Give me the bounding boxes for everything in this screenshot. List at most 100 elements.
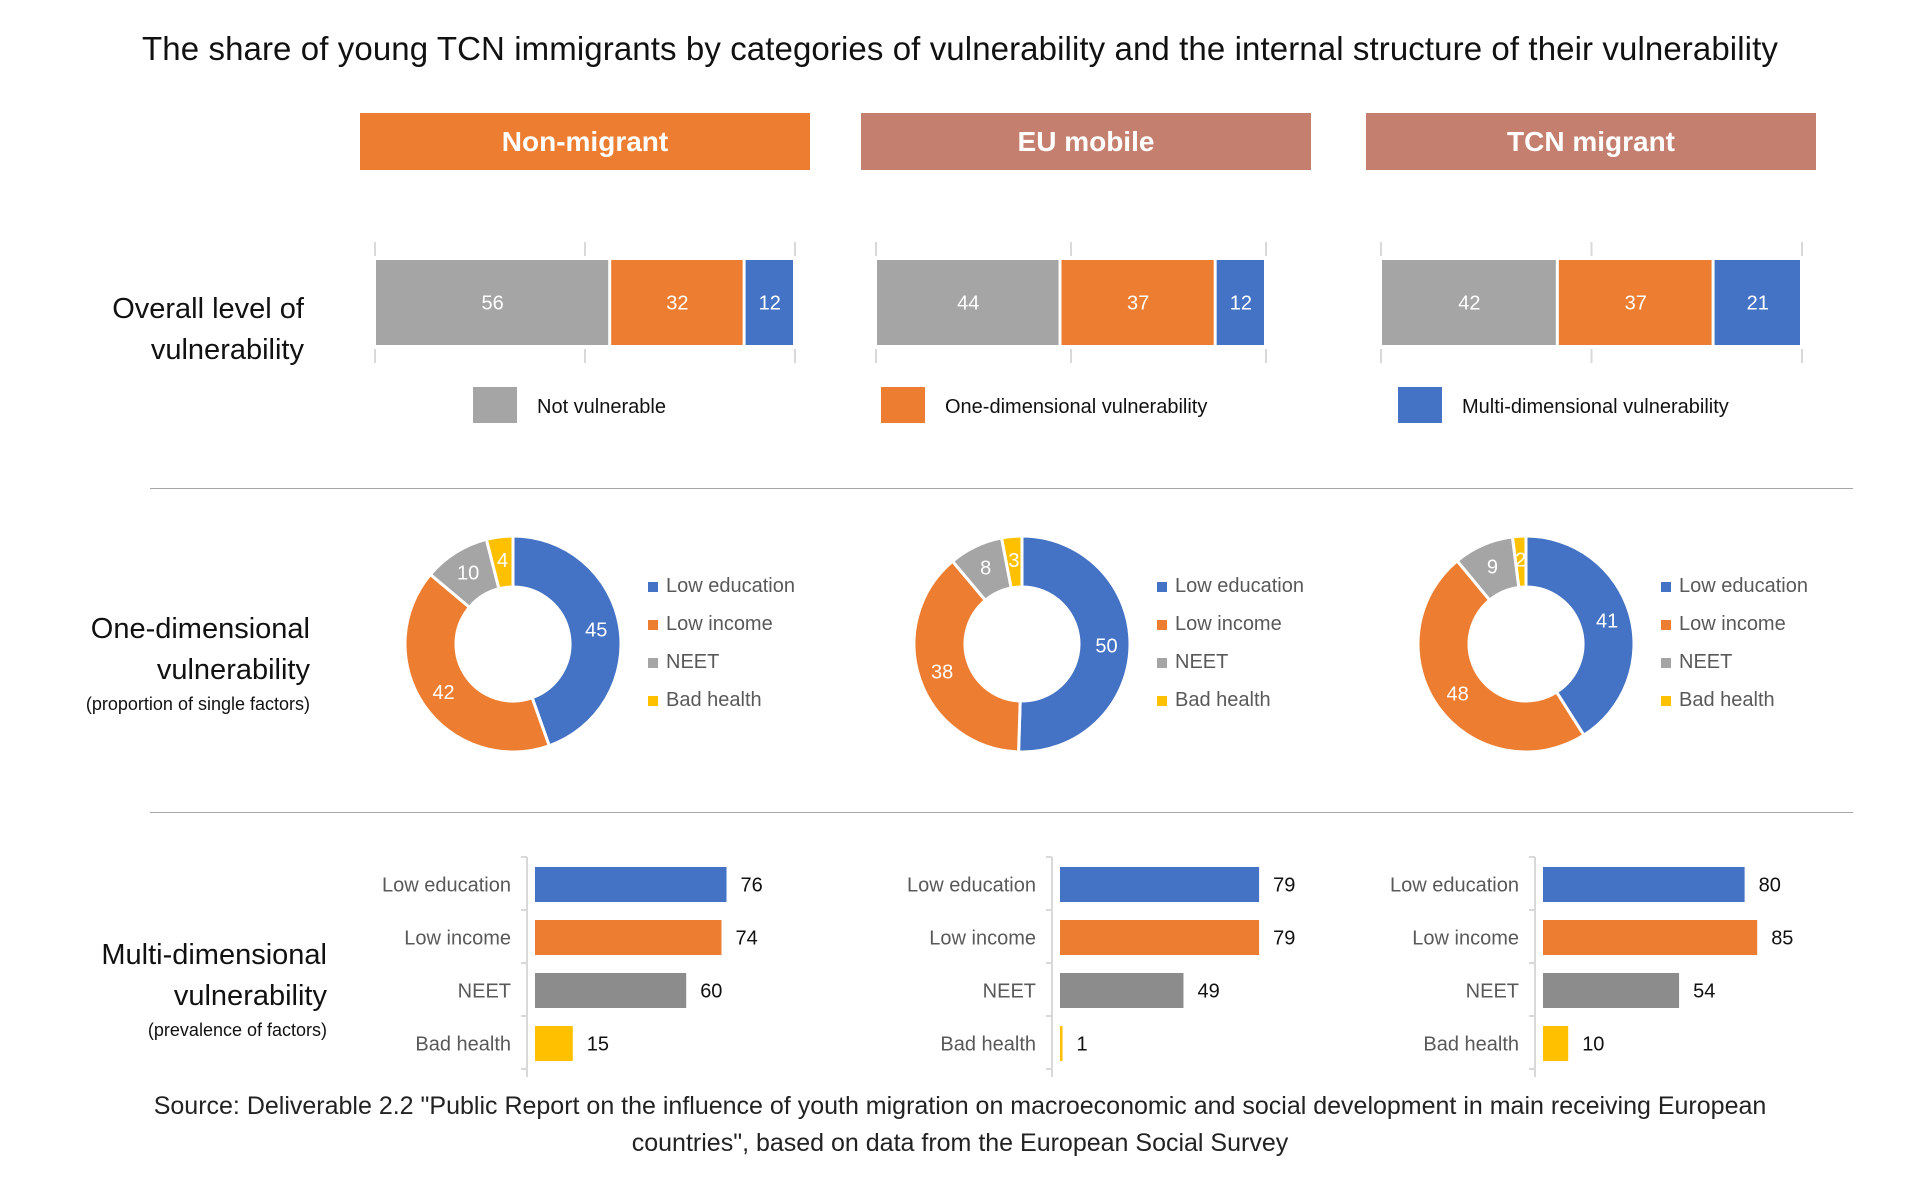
stacked-bar-label: 32 bbox=[666, 293, 688, 315]
bar-category-label-neet: NEET bbox=[1466, 981, 1519, 1003]
stacked-bar-tcn-migrant-one-dimensional-vulnerability bbox=[1558, 260, 1712, 345]
donut-slice-eu-mobile-low-income bbox=[912, 559, 1022, 754]
donut-slice-non-migrant-low-education bbox=[511, 534, 623, 748]
bar-category-label-low-income: Low income bbox=[929, 928, 1036, 950]
bar-tcn-migrant-neet bbox=[1543, 973, 1680, 1008]
bar-category-label-bad-health: Bad health bbox=[1423, 1034, 1519, 1056]
donut-legend-label-neet: NEET bbox=[1679, 651, 1732, 673]
donut-legend-swatch-low-income bbox=[1661, 620, 1671, 630]
bar-value-label: 15 bbox=[587, 1034, 609, 1056]
source-line-1: Source: Deliverable 2.2 "Public Report o… bbox=[153, 1092, 1767, 1120]
divider-top bbox=[150, 488, 1853, 489]
donut-data-label: 50 bbox=[1095, 635, 1117, 657]
bar-category-label-bad-health: Bad health bbox=[940, 1034, 1036, 1056]
bar-category-label-low-education: Low education bbox=[382, 875, 511, 897]
donut-legend-label-bad-health: Bad health bbox=[1175, 689, 1271, 711]
donut-slice-tcn-migrant-bad-health bbox=[1510, 534, 1528, 590]
stacked-bar-non-migrant-multi-dimensional-vulnerability bbox=[745, 260, 793, 345]
row-label-one-dim-line2: vulnerability bbox=[156, 654, 310, 686]
donut-legend-swatch-bad-health bbox=[648, 696, 658, 706]
donut-legend-label-neet: NEET bbox=[1175, 651, 1228, 673]
bar-category-label-neet: NEET bbox=[458, 981, 511, 1003]
row-label-multi-dim-line2: vulnerability bbox=[173, 980, 327, 1012]
row-label-multi-dim-line1: Multi-dimensional bbox=[101, 939, 327, 971]
bar-category-label-bad-health: Bad health bbox=[415, 1034, 511, 1056]
donut-legend-swatch-neet bbox=[648, 658, 658, 668]
stacked-bar-label: 37 bbox=[1625, 293, 1647, 315]
donut-legend-label-low-income: Low income bbox=[666, 613, 773, 635]
row-label-one-dim-sub: (proportion of single factors) bbox=[85, 694, 310, 714]
bar-eu-mobile-neet bbox=[1060, 973, 1184, 1008]
donut-legend-swatch-low-education bbox=[1661, 582, 1671, 592]
bar-category-label-low-education: Low education bbox=[1390, 875, 1519, 897]
donut-data-label: 9 bbox=[1487, 556, 1498, 578]
donut-legend-swatch-bad-health bbox=[1661, 696, 1671, 706]
divider-bottom bbox=[150, 812, 1853, 813]
donut-legend-label-low-education: Low education bbox=[1679, 575, 1808, 597]
donut-legend-swatch-low-education bbox=[648, 582, 658, 592]
donut-slice-tcn-migrant-low-education bbox=[1524, 534, 1636, 738]
stacked-bar-tcn-migrant-multi-dimensional-vulnerability bbox=[1714, 260, 1800, 345]
donut-legend-label-low-education: Low education bbox=[1175, 575, 1304, 597]
donut-slice-tcn-migrant-low-income bbox=[1416, 558, 1586, 754]
stacked-bar-eu-mobile-one-dimensional-vulnerability bbox=[1061, 260, 1214, 345]
stacked-bar-label: 12 bbox=[1230, 293, 1252, 315]
bar-value-label: 85 bbox=[1771, 928, 1793, 950]
donut-legend-label-low-education: Low education bbox=[666, 575, 795, 597]
row-label-overall-line2: vulnerability bbox=[150, 334, 304, 366]
legend-label-one-dimensional-vulnerability: One-dimensional vulnerability bbox=[945, 396, 1207, 418]
chart-title: The share of young TCN immigrants by cat… bbox=[142, 30, 1778, 67]
source-footnote: Source: Deliverable 2.2 "Public Report o… bbox=[60, 1088, 1860, 1162]
bar-value-label: 60 bbox=[700, 981, 722, 1003]
donut-data-label: 10 bbox=[457, 562, 479, 584]
stacked-bar-label: 56 bbox=[481, 293, 503, 315]
donut-legend-swatch-neet bbox=[1157, 658, 1167, 668]
donut-legend-swatch-neet bbox=[1661, 658, 1671, 668]
row-label-one-dim-line1: One-dimensional bbox=[90, 613, 310, 645]
stacked-bar-eu-mobile-multi-dimensional-vulnerability bbox=[1216, 260, 1264, 345]
bar-value-label: 1 bbox=[1077, 1034, 1088, 1056]
stacked-bar-label: 37 bbox=[1127, 293, 1149, 315]
bar-category-label-low-income: Low income bbox=[1412, 928, 1519, 950]
donut-data-label: 3 bbox=[1008, 550, 1019, 572]
donut-legend-swatch-low-income bbox=[648, 620, 658, 630]
bar-category-label-low-education: Low education bbox=[907, 875, 1036, 897]
bar-tcn-migrant-bad-health bbox=[1543, 1026, 1569, 1061]
row-label-overall: Overall level of vulnerability bbox=[40, 289, 304, 371]
legend-swatch-multi-dimensional-vulnerability bbox=[1398, 387, 1442, 423]
group-header-eu-mobile: EU mobile bbox=[861, 113, 1311, 170]
donut-legend-swatch-low-education bbox=[1157, 582, 1167, 592]
donut-data-label: 38 bbox=[931, 662, 953, 684]
donut-legend-label-bad-health: Bad health bbox=[1679, 689, 1775, 711]
bar-value-label: 49 bbox=[1197, 981, 1219, 1003]
bar-eu-mobile-bad-health bbox=[1060, 1026, 1063, 1061]
stacked-bar-label: 12 bbox=[759, 293, 781, 315]
bar-tcn-migrant-low-education bbox=[1543, 867, 1745, 902]
stacked-bar-tcn-migrant-not-vulnerable bbox=[1382, 260, 1556, 345]
donut-legend-swatch-low-income bbox=[1157, 620, 1167, 630]
donut-legend-label-neet: NEET bbox=[666, 651, 719, 673]
donut-legend-label-bad-health: Bad health bbox=[666, 689, 762, 711]
donut-data-label: 41 bbox=[1596, 610, 1618, 632]
donut-legend-label-low-income: Low income bbox=[1679, 613, 1786, 635]
bar-non-migrant-low-income bbox=[535, 920, 722, 955]
stacked-bar-label: 44 bbox=[957, 293, 979, 315]
row-label-multi-dim-sub: (prevalence of factors) bbox=[147, 1020, 327, 1040]
bar-eu-mobile-low-education bbox=[1060, 867, 1260, 902]
donut-data-label: 42 bbox=[432, 682, 454, 704]
donut-data-label: 2 bbox=[1515, 550, 1526, 572]
group-header-non-migrant: Non-migrant bbox=[360, 113, 810, 170]
bar-value-label: 80 bbox=[1759, 875, 1781, 897]
bar-category-label-low-income: Low income bbox=[404, 928, 511, 950]
source-line-2: countries", based on data from the Europ… bbox=[631, 1129, 1289, 1157]
group-header-tcn-migrant: TCN migrant bbox=[1366, 113, 1816, 170]
bar-value-label: 54 bbox=[1693, 981, 1715, 1003]
bar-eu-mobile-low-income bbox=[1060, 920, 1260, 955]
bar-value-label: 76 bbox=[741, 875, 763, 897]
legend-label-multi-dimensional-vulnerability: Multi-dimensional vulnerability bbox=[1462, 396, 1729, 418]
donut-legend-label-low-income: Low income bbox=[1175, 613, 1282, 635]
donut-data-label: 4 bbox=[497, 550, 508, 572]
donut-data-label: 45 bbox=[585, 620, 607, 642]
donut-data-label: 8 bbox=[980, 558, 991, 580]
